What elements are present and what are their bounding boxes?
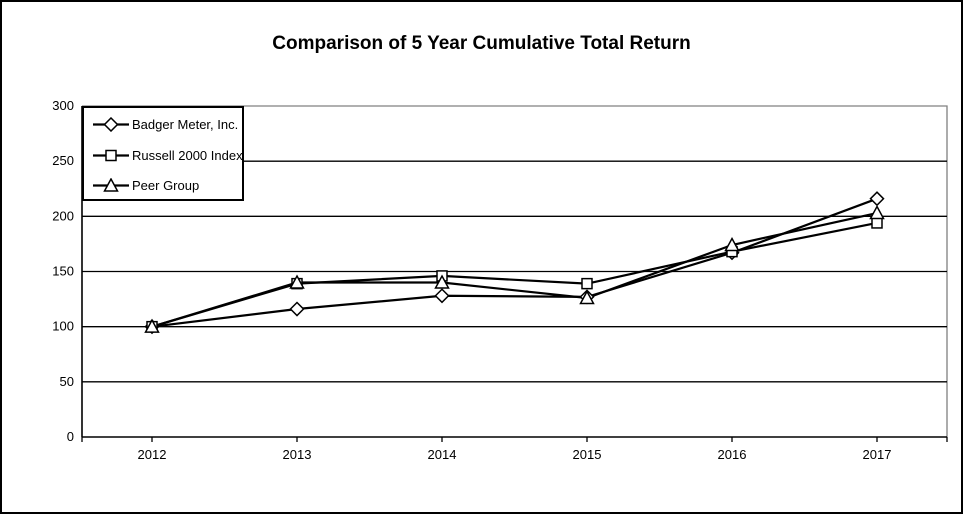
legend: Badger Meter, Inc. Russell 2000 Index Peer… [82,106,244,201]
legend-label: Russell 2000 Index [132,147,243,163]
x-axis-tick-label: 2016 [718,447,747,462]
marker-square-russell-2000-index [871,217,883,229]
legend-marker-triangle [103,178,119,192]
legend-label: Badger Meter, Inc. [132,117,239,132]
legend-item-russell-2000-index: Russell 2000 Index [92,148,243,163]
square-legend-icon [93,149,129,161]
diamond-legend-icon [93,117,129,132]
x-axis-tick-label: 2012 [138,447,167,462]
marker-triangle-peer-group [289,274,305,289]
marker-square-russell-2000-index [581,277,593,290]
legend-marker-diamond [103,117,119,132]
y-axis-tick-label: 200 [52,208,74,223]
marker-triangle-peer-group [869,204,885,220]
marker-triangle-peer-group [144,318,160,333]
chart-title: Comparison of 5 Year Cumulative Total Re… [272,33,691,54]
x-axis-tick-label: 2015 [573,447,602,462]
marker-diamond-badger-meter-inc [434,288,450,304]
y-axis-tick-label: 100 [52,319,74,334]
marker-triangle-peer-group [434,274,450,289]
legend-label: Peer Group [132,178,200,193]
marker-diamond-badger-meter-inc [289,301,305,317]
y-axis-tick-label: 250 [52,153,74,168]
marker-triangle-peer-group [579,289,595,305]
x-axis-tick-label: 2017 [863,447,892,462]
legend-item-badger-meter-inc: Badger Meter, Inc. [92,117,238,132]
y-axis-tick-label: 0 [67,429,74,444]
triangle-legend-icon [93,178,129,192]
x-axis-tick-label: 2014 [428,447,457,462]
y-axis-tick-label: 50 [60,374,74,389]
y-axis-tick-label: 150 [52,264,74,279]
series-line-badger-meter-inc [151,197,878,328]
legend-marker-square [105,149,117,161]
series-line-peer-group [151,211,878,328]
marker-diamond-badger-meter-inc [869,191,885,207]
x-axis-tick-label: 2013 [283,447,312,462]
legend-item-peer-group: Peer Group [92,178,234,193]
y-axis-tick-label: 300 [52,98,74,113]
marker-triangle-peer-group [724,236,740,252]
